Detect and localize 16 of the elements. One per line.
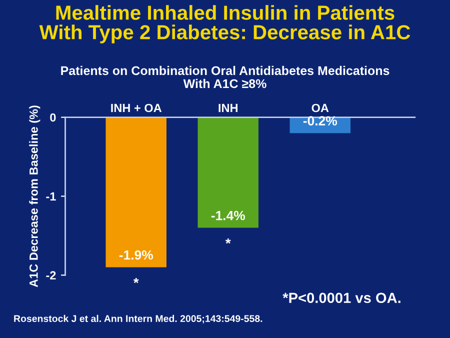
data-label: -0.2% [303,116,338,126]
x-tick-label: OA [312,104,329,112]
text: *P<0.0001 vs OA. [282,292,400,304]
chart-subtitle: Patients on Combination Oral Antidiabetes Medications With A1C ≥8% [61,66,390,88]
text: Rosenstock J et al. Ann Intern Med. 2005;143:549-558. [14,314,262,324]
y-tick-label: -2 [46,271,56,280]
y-tick-label: -1 [46,192,56,200]
data-label: -1.9% [119,250,153,260]
data-label: -1.4% [211,210,245,220]
annotation: * [133,278,139,284]
annotation: * [225,238,231,244]
y-axis-title: A1C Decrease from Baseline (%) [29,106,40,288]
x-tick-label: INH [218,104,238,112]
y-tick-label: 0 [50,113,56,122]
x-tick-label: INH + OA [111,104,162,112]
chart-title: Mealtime Inhaled Insulin in Patients With Type 2 Diabetes: Decrease in A1C [39,5,410,44]
